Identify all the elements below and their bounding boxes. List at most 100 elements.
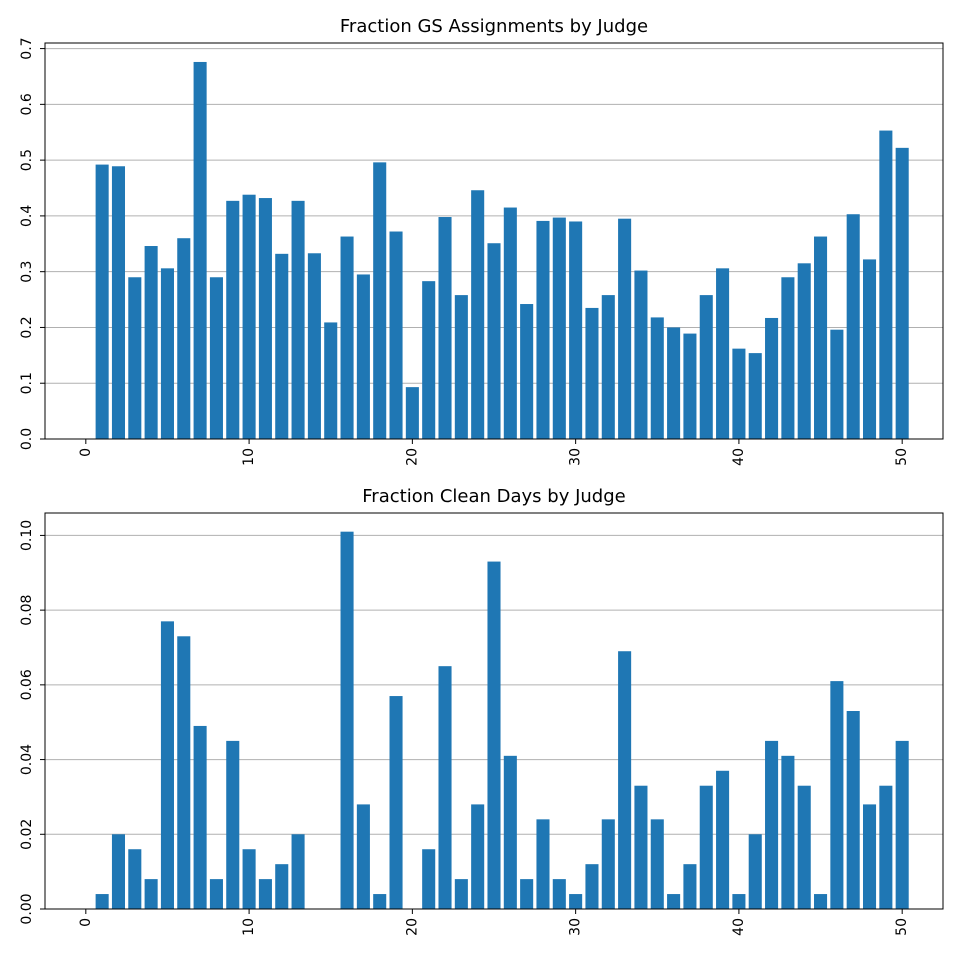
bar	[503, 755, 517, 909]
bar	[781, 277, 795, 439]
bar	[683, 333, 697, 439]
y-tick-label: 0.2	[19, 316, 35, 338]
bar	[258, 879, 272, 909]
bar	[160, 268, 174, 439]
bar	[748, 353, 762, 439]
bar	[781, 755, 795, 909]
y-tick-label: 0.7	[19, 37, 35, 59]
y-tick-label: 0.4	[19, 205, 35, 227]
y-tick-label: 0.10	[19, 520, 35, 551]
bar	[716, 268, 730, 439]
y-tick-label: 0.06	[19, 669, 35, 700]
x-tick-label: 10	[241, 448, 257, 466]
bar	[128, 849, 142, 909]
x-tick-label: 30	[568, 448, 584, 466]
bar	[258, 198, 272, 439]
bar	[438, 217, 452, 439]
bar	[814, 894, 828, 909]
bar-series	[95, 61, 909, 440]
bar	[552, 217, 566, 439]
bar	[438, 666, 452, 909]
y-tick-label: 0.00	[19, 893, 35, 924]
bar	[487, 561, 501, 909]
bar	[634, 785, 648, 909]
bar	[650, 819, 664, 909]
bar	[356, 274, 370, 439]
bar	[716, 770, 730, 909]
bar	[487, 243, 501, 439]
x-tick-label: 0	[78, 448, 94, 457]
bar	[830, 329, 844, 439]
y-tick-label: 0.08	[19, 595, 35, 626]
bar	[618, 651, 632, 909]
bar	[324, 322, 338, 439]
bar	[536, 220, 550, 439]
bar	[373, 894, 387, 909]
bar	[209, 879, 223, 909]
bar	[454, 879, 468, 909]
bar	[291, 834, 305, 909]
bar	[356, 804, 370, 909]
bar	[765, 317, 779, 439]
bar	[111, 834, 126, 909]
bar	[895, 740, 909, 909]
bar	[667, 894, 681, 909]
bar	[95, 894, 109, 909]
bar	[601, 819, 615, 909]
bar	[160, 621, 174, 909]
bar	[193, 725, 207, 909]
x-tick-label: 0	[78, 918, 94, 927]
bar	[275, 253, 289, 439]
bar	[601, 295, 615, 439]
chart-title: Fraction Clean Days by Judge	[362, 486, 625, 507]
bar	[95, 164, 109, 439]
bar	[862, 259, 877, 439]
bar	[879, 785, 893, 909]
bar	[552, 879, 566, 909]
y-tick-label: 0.6	[19, 93, 35, 115]
bar	[144, 246, 158, 439]
bar	[242, 849, 256, 909]
bar	[585, 307, 599, 439]
bar	[422, 281, 436, 439]
x-tick-label: 30	[568, 918, 584, 936]
bar	[667, 327, 681, 439]
x-tick-label: 10	[241, 918, 257, 936]
bar	[242, 194, 256, 439]
bar	[373, 162, 387, 440]
x-tick-label: 20	[404, 448, 420, 466]
bar	[471, 190, 485, 439]
bar	[797, 785, 811, 909]
bar	[618, 218, 632, 439]
bar	[454, 295, 468, 439]
bar	[291, 200, 305, 439]
x-tick-label: 50	[894, 918, 910, 936]
bar	[111, 166, 126, 440]
bar	[503, 207, 517, 439]
y-tick-label: 0.5	[19, 149, 35, 171]
bar	[732, 894, 746, 909]
y-tick-label: 0.04	[19, 744, 35, 775]
bar	[226, 200, 240, 439]
bar	[765, 740, 779, 909]
bar	[520, 879, 534, 909]
y-tick-label: 0.3	[19, 261, 35, 283]
bar	[895, 147, 909, 440]
bar	[275, 864, 289, 909]
chart-gs-assignments: Fraction GS Assignments by Judge 0 10 20 30…	[19, 16, 944, 466]
x-tick-label: 40	[731, 448, 747, 466]
y-tick-label: 0.02	[19, 819, 35, 850]
y-tick-label: 0.0	[19, 428, 35, 450]
bar	[340, 236, 354, 439]
bar	[209, 277, 223, 439]
y-tick-label: 0.1	[19, 372, 35, 394]
bar	[520, 304, 534, 439]
bar	[846, 214, 860, 439]
bar	[569, 221, 583, 439]
bar	[797, 263, 811, 439]
bar	[307, 253, 321, 439]
x-tick-label: 50	[894, 448, 910, 466]
bar	[585, 864, 599, 909]
bar	[683, 864, 697, 909]
